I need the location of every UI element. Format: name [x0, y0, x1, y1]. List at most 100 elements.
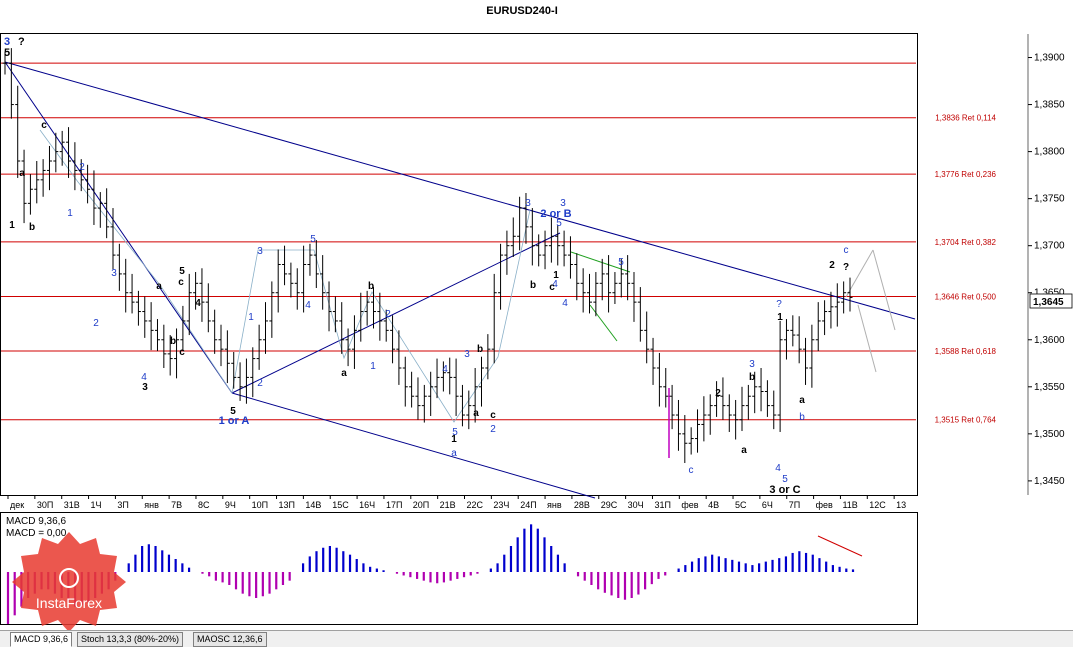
price-bar — [847, 277, 853, 312]
price-bar — [485, 334, 491, 380]
price-bar — [8, 48, 14, 119]
fib-level-label: 1,3836 Ret 0,114 — [935, 114, 996, 123]
time-tick-label: 24П — [520, 500, 536, 510]
price-bar — [161, 324, 167, 368]
wave-label: 3 — [525, 198, 531, 209]
tab-macd[interactable]: MACD 9,36,6 — [10, 632, 73, 647]
price-bar — [2, 51, 8, 75]
price-bar — [269, 281, 275, 338]
price-bar — [453, 358, 459, 416]
price-bar — [587, 273, 593, 314]
wave-label: 3 — [142, 382, 148, 393]
price-bar — [644, 311, 650, 364]
fib-level-label: 1,3588 Ret 0,618 — [935, 347, 997, 356]
wave-label: a — [19, 168, 25, 179]
price-bar — [53, 132, 59, 173]
price-bar — [466, 390, 472, 430]
price-bar — [34, 161, 40, 204]
macd-indicator-name: MACD 9,36,6 — [6, 516, 66, 527]
wave-label: 2 — [829, 260, 835, 271]
projection-line-2 — [872, 249, 896, 331]
price-bar — [205, 283, 211, 333]
fib-level-label: 1,3515 Ret 0,764 — [935, 416, 997, 425]
price-bar — [320, 255, 326, 310]
time-tick-label: фев — [816, 500, 833, 510]
price-bar — [154, 319, 160, 352]
price-bar — [523, 192, 529, 244]
wave-label: 4 — [562, 298, 568, 309]
price-bar — [377, 292, 383, 341]
price-bar — [326, 281, 332, 332]
price-bar — [370, 287, 376, 329]
price-bar — [714, 381, 720, 417]
wave-label: 5 — [556, 218, 562, 229]
time-tick-label: 20П — [413, 500, 429, 510]
price-bar — [415, 377, 421, 420]
tab-stoch[interactable]: Stoch 13,3,3 (80%-20%) — [77, 632, 184, 647]
price-bar — [783, 319, 789, 360]
wave-label: c — [41, 120, 47, 131]
time-tick-label: дек — [10, 500, 24, 510]
wave-label: 2 — [385, 309, 391, 320]
price-bar — [358, 292, 364, 342]
wave-label: 5 — [230, 406, 236, 417]
price-bar — [345, 328, 351, 367]
price-bar — [409, 371, 415, 408]
price-bar — [701, 396, 707, 442]
wave-label: b — [477, 344, 483, 355]
wave-label: 4 — [141, 372, 147, 383]
price-bar — [440, 361, 446, 392]
time-tick-label: 8С — [198, 500, 210, 510]
price-bar — [510, 217, 516, 257]
watermark-brand: InstaForex — [36, 595, 102, 611]
price-bar — [529, 208, 535, 266]
wave-label: a — [341, 368, 347, 379]
price-bar — [396, 330, 402, 385]
price-bar — [498, 243, 504, 310]
rising-channel-line — [231, 232, 561, 394]
price-bar — [548, 217, 554, 263]
price-bar — [669, 384, 675, 430]
price-bar — [517, 196, 523, 251]
time-tick-label: 6Ч — [762, 500, 773, 510]
price-bar — [97, 192, 103, 228]
price-bar — [224, 330, 230, 384]
wave-label: 1 — [370, 361, 376, 372]
tab-maosc[interactable]: MAOSC 12,36,6 — [193, 632, 267, 647]
price-bar — [428, 371, 434, 416]
price-bar — [383, 309, 389, 342]
wave-label: 1 — [248, 312, 254, 323]
price-bar — [66, 127, 72, 178]
price-bar — [447, 357, 453, 395]
price-bar — [580, 268, 586, 313]
wave-label: 5 — [782, 474, 788, 485]
price-bar — [707, 394, 713, 435]
fibonacci-retracement-levels: 1,3836 Ret 0,114 1,3776 Ret 0,236 1,3704 R… — [1, 62, 997, 425]
time-axis: дек 30П 31В 1Ч 3П янв 7В 8С 9Ч 10П 13П 14В 15С 16Ч 17П… — [7, 495, 906, 510]
time-tick-label: 16Ч — [359, 500, 375, 510]
lower-channel-line — [4, 61, 233, 394]
price-bar — [752, 371, 758, 414]
wave-label: 3 — [749, 359, 755, 370]
price-bar — [282, 245, 288, 286]
macd-divergence-line — [817, 535, 863, 557]
wave-label: 5 — [452, 427, 458, 438]
wave-label: 3 — [4, 36, 10, 48]
price-tick-label: 1,3450 — [1034, 476, 1065, 487]
wave-label: 5 — [4, 47, 10, 59]
price-tick-label: 1,3550 — [1034, 382, 1065, 393]
lower-channel-base — [231, 392, 596, 499]
instaforex-watermark: InstaForex — [12, 532, 126, 632]
price-bar — [777, 320, 783, 432]
price-bar — [815, 302, 821, 352]
wave-label: 1 — [9, 220, 15, 231]
price-bar — [104, 188, 110, 239]
price-bar — [59, 130, 65, 166]
wave-label: b — [799, 412, 805, 423]
wave-label: c — [844, 245, 849, 256]
time-tick-label: 21В — [440, 500, 456, 510]
green-trend-line-2 — [589, 304, 618, 342]
time-tick-label: 13П — [279, 500, 295, 510]
price-bar — [491, 273, 497, 364]
